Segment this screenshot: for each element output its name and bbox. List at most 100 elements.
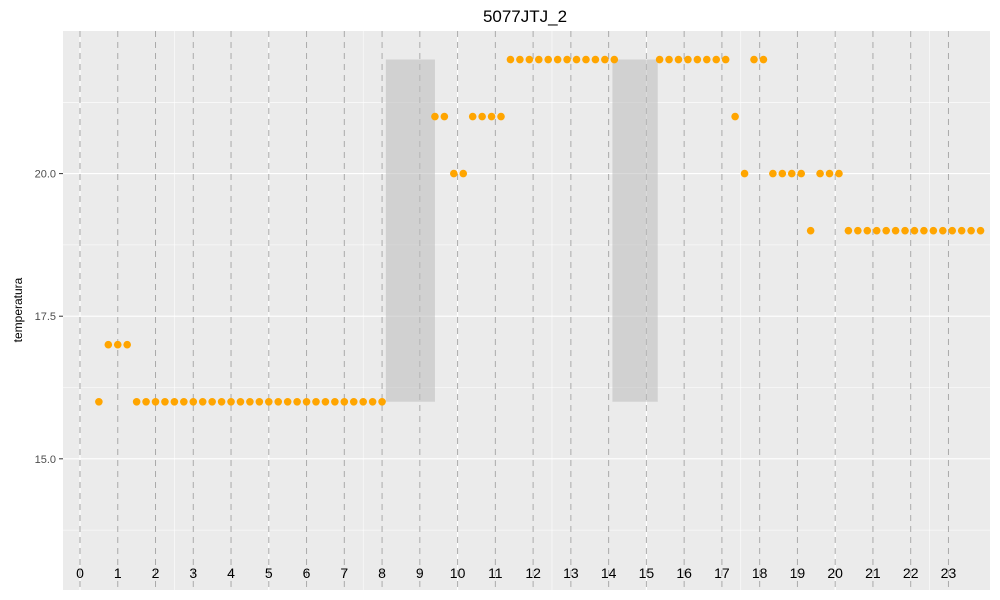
x-tick-label: 10 <box>450 565 466 581</box>
data-point <box>835 169 843 178</box>
x-tick-label: 2 <box>152 565 160 581</box>
data-point <box>359 397 367 406</box>
data-point <box>674 55 683 64</box>
data-point <box>939 226 947 235</box>
x-tick-label: 3 <box>189 565 197 581</box>
data-point <box>731 112 739 121</box>
data-point <box>142 397 150 406</box>
data-point <box>759 55 768 64</box>
data-point <box>712 55 721 64</box>
data-point <box>283 397 292 406</box>
data-point <box>901 226 909 235</box>
data-point <box>227 397 235 406</box>
data-point <box>655 55 664 64</box>
x-tick-label: 0 <box>76 565 84 581</box>
x-tick-label: 22 <box>903 565 919 581</box>
data-point <box>863 226 872 235</box>
data-point <box>525 55 534 64</box>
data-point <box>882 226 890 235</box>
data-point <box>601 55 609 64</box>
data-point <box>563 55 571 64</box>
data-point <box>891 226 900 235</box>
x-tick-label: 7 <box>340 565 348 581</box>
x-tick-label: 14 <box>601 565 617 581</box>
data-point <box>161 397 169 406</box>
data-point <box>778 169 787 178</box>
x-tick-label: 19 <box>790 565 806 581</box>
data-point <box>378 397 386 406</box>
data-point <box>610 55 619 64</box>
data-point <box>957 226 966 235</box>
data-point <box>787 169 796 178</box>
data-point <box>246 397 254 406</box>
data-point <box>459 169 468 178</box>
data-point <box>721 55 730 64</box>
data-point <box>431 112 439 121</box>
x-tick-label: 23 <box>941 565 957 581</box>
data-point <box>450 169 458 178</box>
data-point <box>440 112 449 121</box>
data-point <box>948 226 957 235</box>
data-point <box>302 397 311 406</box>
data-point <box>368 397 377 406</box>
data-point <box>703 55 711 64</box>
x-tick-label: 13 <box>563 565 579 581</box>
data-point <box>321 397 330 406</box>
data-point <box>806 226 815 235</box>
data-point <box>572 55 581 64</box>
data-point <box>198 397 207 406</box>
data-point <box>797 169 806 178</box>
minor-gridlines <box>63 31 990 590</box>
data-point <box>740 169 749 178</box>
data-point <box>189 397 198 406</box>
data-point <box>591 55 600 64</box>
dashed-hour-lines <box>79 31 949 590</box>
data-point <box>693 55 702 64</box>
data-point <box>665 55 673 64</box>
data-point <box>769 169 777 178</box>
x-tick-label: 8 <box>378 565 386 581</box>
x-tick-label: 21 <box>865 565 881 581</box>
data-point <box>113 340 122 349</box>
data-point <box>487 112 496 121</box>
chart-title: 5077JTJ_2 <box>483 7 567 26</box>
data-point <box>844 226 853 235</box>
y-tick-label: 15.0 <box>35 454 56 466</box>
plot-panel <box>63 31 990 590</box>
data-point <box>217 397 226 406</box>
data-point <box>872 226 881 235</box>
x-axis-tick-labels: 0 1 2 3 4 5 6 7 8 9 10 11 12 13 14 15 16 17 18 19 20 21 22 23 <box>76 565 956 581</box>
data-point <box>264 397 273 406</box>
data-point <box>478 112 486 121</box>
x-tick-label: 11 <box>488 565 503 581</box>
data-point <box>582 55 590 64</box>
x-tick-label: 20 <box>827 565 843 581</box>
x-tick-label: 1 <box>114 565 122 581</box>
x-tick-label: 5 <box>265 565 273 581</box>
data-point <box>497 112 505 121</box>
data-point <box>854 226 862 235</box>
y-axis-label: temperatura <box>11 277 25 342</box>
data-point <box>180 397 188 406</box>
data-point <box>340 397 349 406</box>
shaded-region <box>612 59 658 402</box>
data-point <box>684 55 692 64</box>
data-point <box>293 397 301 406</box>
shaded-regions <box>385 59 658 402</box>
x-tick-label: 9 <box>416 565 424 581</box>
data-point <box>123 340 131 349</box>
data-points <box>95 55 985 406</box>
data-point <box>331 397 339 406</box>
data-point <box>976 226 985 235</box>
data-point <box>208 397 216 406</box>
data-point <box>104 340 113 349</box>
data-point <box>825 169 834 178</box>
data-point <box>312 397 320 406</box>
data-point <box>274 397 283 406</box>
data-point <box>816 169 824 178</box>
x-tick-label: 6 <box>303 565 311 581</box>
y-tick-label: 17.5 <box>35 311 56 323</box>
data-point <box>920 226 928 235</box>
x-tick-label: 16 <box>676 565 692 581</box>
data-point <box>967 226 975 235</box>
